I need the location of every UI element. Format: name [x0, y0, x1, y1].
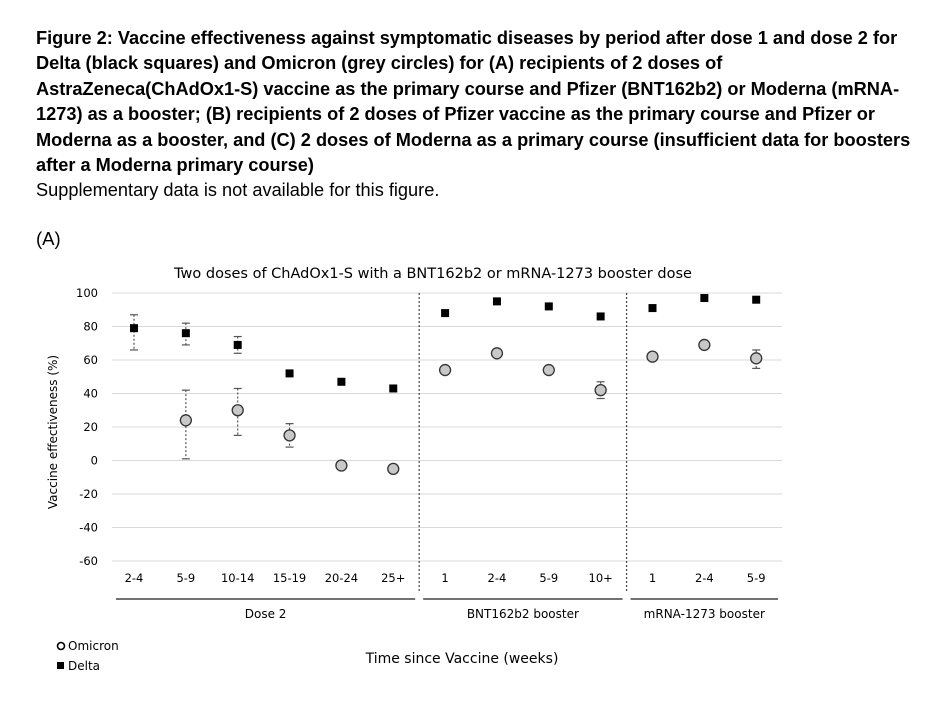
x-axis-label: Time since Vaccine (weeks)	[365, 651, 559, 667]
omicron-point	[335, 459, 348, 472]
y-axis-ticks: 100 80 60 40 20 0 -20 -40 -60	[76, 286, 98, 568]
delta-point	[181, 329, 190, 338]
legend-omicron-marker	[56, 641, 66, 651]
x-tick-label: 20-24	[325, 571, 358, 585]
x-axis-groups: Dose 2 BNT162b2 booster mRNA-1273 booster	[116, 598, 778, 621]
omicron-point	[646, 350, 659, 363]
delta-point	[441, 309, 450, 318]
panel-label: (A)	[36, 228, 61, 249]
x-tick-label: 1	[441, 571, 448, 585]
x-tick-label: 1	[649, 571, 656, 585]
x-tick-label: 5-9	[539, 571, 558, 585]
x-tick-label: 15-19	[273, 571, 306, 585]
figure-caption: Figure 2: Vaccine effectiveness against …	[36, 26, 916, 203]
omicron-point	[698, 338, 711, 352]
legend-delta-label: Delta	[68, 659, 100, 673]
x-tick-label: 5-9	[747, 571, 766, 585]
delta-point	[492, 297, 501, 306]
x-tick-label: 2-4	[488, 571, 507, 585]
omicron-point	[490, 347, 504, 360]
x-tick-label: 5-9	[176, 571, 195, 585]
y-tick-label: -60	[79, 554, 98, 568]
y-tick-label: -40	[79, 521, 98, 535]
x-tick-label: 2-4	[125, 571, 144, 585]
x-tick-label: 10+	[589, 571, 613, 585]
omicron-point	[542, 363, 555, 377]
delta-point	[389, 384, 398, 393]
y-tick-label: 40	[83, 387, 98, 401]
y-axis-label: Vaccine effectiveness (%)	[46, 355, 60, 509]
delta-point	[544, 302, 553, 311]
omicron-point	[438, 363, 452, 377]
group-label: BNT162b2 booster	[467, 607, 579, 621]
x-axis-ticks: 2-4 5-9 10-14 15-19 20-24 25+ 1 2-4 5-9 10+ 1 2-4 5-…	[125, 571, 766, 585]
delta-point	[752, 295, 761, 304]
y-tick-label: -20	[79, 487, 98, 501]
omicron-point	[179, 414, 193, 427]
chart-grid	[112, 292, 782, 562]
legend-omicron-label: Omicron	[68, 639, 119, 653]
legend: Omicron Delta	[56, 639, 119, 673]
data-marks	[130, 294, 763, 476]
figure-title: Figure 2: Vaccine effectiveness against …	[36, 28, 911, 176]
delta-point	[130, 324, 138, 333]
group-label: mRNA-1273 booster	[644, 607, 765, 621]
omicron-point	[231, 404, 244, 417]
figure-note: Supplementary data is not available for …	[36, 180, 440, 201]
omicron-point	[387, 462, 400, 476]
legend-delta-marker	[57, 662, 64, 669]
y-tick-label: 60	[83, 353, 98, 367]
group-label: Dose 2	[245, 607, 287, 621]
y-tick-label: 80	[83, 320, 98, 334]
chart-title: Two doses of ChAdOx1-S with a BNT162b2 o…	[173, 266, 692, 282]
group-dividers	[418, 293, 628, 592]
error-bars	[130, 314, 761, 460]
x-tick-label: 2-4	[695, 571, 714, 585]
omicron-point	[594, 383, 607, 397]
x-tick-label: 25+	[381, 571, 405, 585]
omicron-point	[750, 352, 763, 365]
x-tick-label: 10-14	[221, 571, 254, 585]
delta-point	[648, 304, 657, 313]
y-tick-label: 100	[76, 286, 98, 300]
y-tick-label: 20	[83, 420, 98, 434]
y-tick-label: 0	[91, 454, 98, 468]
delta-point	[596, 312, 605, 321]
delta-point	[700, 294, 709, 303]
omicron-point	[283, 429, 296, 442]
delta-point	[337, 377, 346, 386]
delta-point	[233, 340, 242, 349]
delta-point	[285, 369, 294, 378]
